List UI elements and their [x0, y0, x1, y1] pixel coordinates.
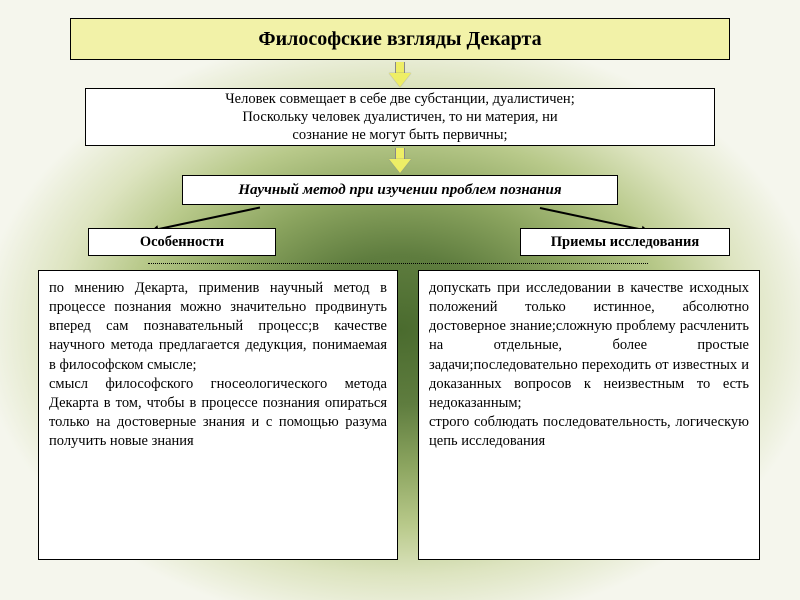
arrow-down-head-icon: [389, 73, 411, 87]
techniques-body-box: допускать при исследовании в качестве ис…: [418, 270, 760, 560]
method-box: Научный метод при изучении проблем позна…: [182, 175, 618, 205]
techniques-label-box: Приемы исследования: [520, 228, 730, 256]
title-text: Философские взгляды Декарта: [258, 28, 541, 51]
substance-box: Человек совмещает в себе две субстанции,…: [85, 88, 715, 146]
title-box: Философские взгляды Декарта: [70, 18, 730, 60]
techniques-body-text: допускать при исследовании в качестве ис…: [429, 279, 749, 451]
method-text: Научный метод при изучении проблем позна…: [238, 182, 561, 199]
features-body-text: по мнению Декарта, применив научный мето…: [49, 279, 387, 451]
features-body-box: по мнению Декарта, применив научный мето…: [38, 270, 398, 560]
techniques-label: Приемы исследования: [551, 234, 699, 251]
substance-text: Человек совмещает в себе две субстанции,…: [225, 90, 574, 144]
features-label-box: Особенности: [88, 228, 276, 256]
dotted-connector-icon: [148, 263, 648, 264]
arrow-down-head-icon: [389, 159, 411, 173]
features-label: Особенности: [140, 234, 224, 251]
